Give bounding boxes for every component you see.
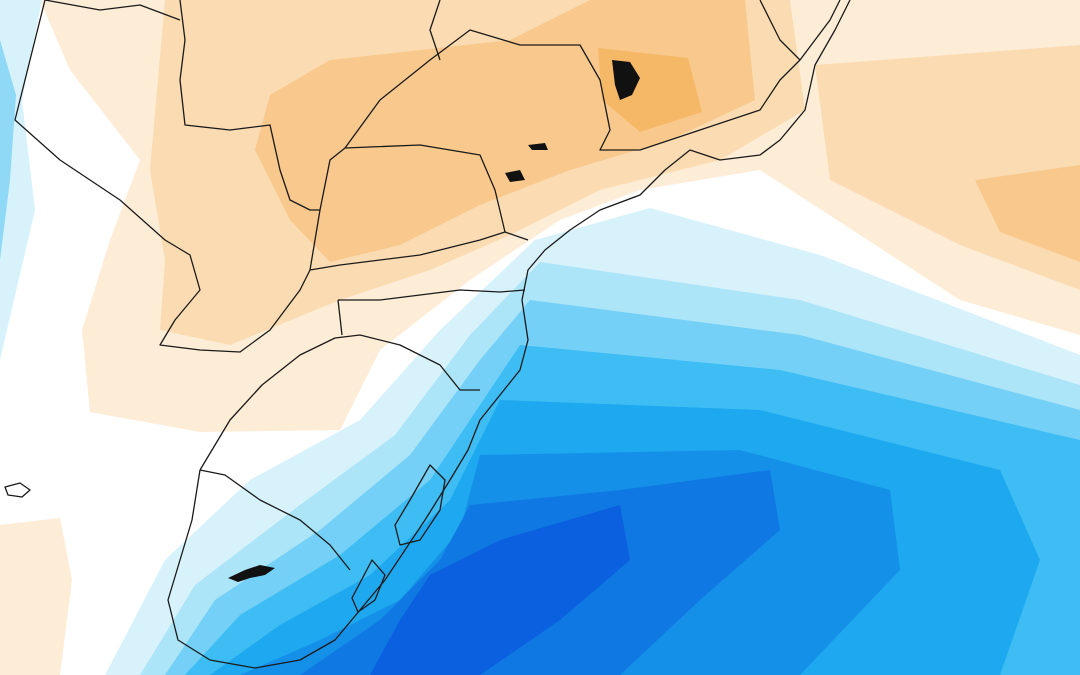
coastline — [167, 0, 851, 669]
country-border — [199, 334, 480, 471]
state-border — [309, 231, 529, 271]
cold-level-8 — [370, 505, 630, 675]
lagoon — [351, 559, 386, 613]
country-border — [44, 0, 181, 21]
reservoir — [528, 143, 548, 150]
state-border — [759, 0, 801, 61]
warm-level-1 — [0, 518, 72, 675]
warm-level-3 — [975, 165, 1080, 262]
state-border — [429, 0, 441, 61]
state-border — [179, 0, 320, 211]
reservoir — [612, 60, 640, 100]
island — [4, 482, 31, 498]
state-border — [344, 0, 841, 151]
country-border — [199, 469, 351, 571]
state-border — [309, 144, 506, 271]
reservoir — [228, 565, 275, 582]
country-border — [14, 0, 311, 353]
lagoon — [394, 464, 446, 546]
state-border — [338, 289, 526, 301]
state-border — [337, 299, 343, 336]
reservoir — [505, 170, 525, 182]
borders — [4, 0, 851, 669]
cold-level-2 — [0, 40, 16, 260]
